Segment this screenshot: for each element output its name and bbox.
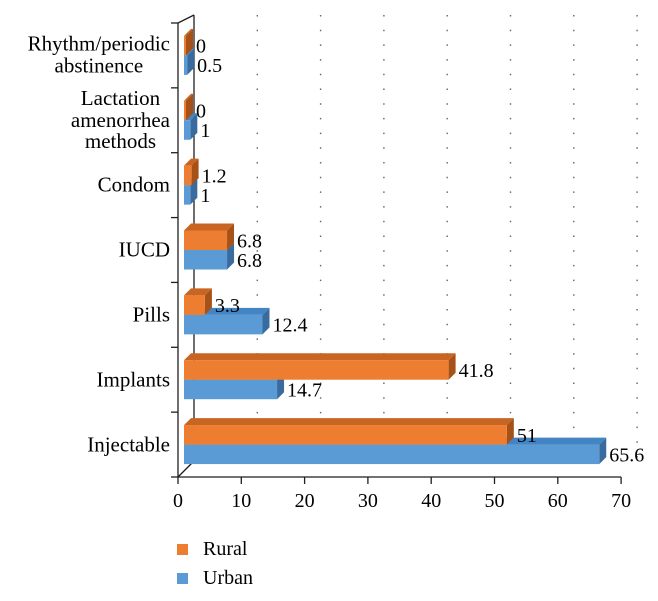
- bar-rural-pills: [184, 295, 205, 315]
- value-label-rural-pills: 3.3: [215, 295, 240, 317]
- category-label-lactation-amenorrhea-methods: Lactation amenorrhea methods: [70, 86, 170, 154]
- bar-rural-condom-side: [191, 158, 199, 186]
- bar-rural-rhythm-periodic-abstinence-top: [184, 28, 193, 36]
- bar-rural-implants: [184, 360, 449, 380]
- bar-rural-pills-side: [204, 288, 212, 315]
- value-label-rural-condom: 1.2: [202, 165, 227, 187]
- x-tick-label-20: 20: [295, 490, 315, 512]
- value-label-urban-rhythm-periodic-abstinence: 0.5: [197, 55, 222, 77]
- x-tick-label-10: 10: [231, 490, 251, 512]
- bar-rural-injectable-top: [184, 418, 514, 426]
- x-tick-label-70: 70: [611, 490, 631, 512]
- value-label-rural-iucd: 6.8: [237, 230, 262, 252]
- bar-rural-rhythm-periodic-abstinence-side: [186, 28, 193, 56]
- bar-urban-implants: [184, 379, 278, 400]
- value-label-urban-condom: 1: [200, 185, 210, 207]
- category-label-pills: Pills: [132, 302, 170, 327]
- bar-urban-injectable-side: [599, 437, 607, 465]
- bar-rural-iucd-top: [184, 223, 235, 231]
- bar-urban-pills-side: [262, 307, 270, 335]
- bar-rural-condom-top: [184, 158, 199, 166]
- rural-swatch-icon: [177, 544, 188, 555]
- legend-item-urban: Urban: [177, 567, 253, 590]
- bar-rural-implants-side: [448, 353, 456, 380]
- bar-urban-pills: [184, 314, 263, 335]
- legend-label-urban: Urban: [203, 567, 253, 589]
- bar-urban-rhythm-periodic-abstinence: [184, 55, 188, 75]
- category-label-condom: Condom: [97, 172, 170, 197]
- x-tick-label-30: 30: [358, 490, 378, 512]
- bar-urban-iucd: [184, 250, 228, 270]
- bar-rural-injectable-side: [506, 418, 514, 445]
- bar-rural-injectable: [184, 425, 507, 445]
- bar-rural-condom: [184, 165, 192, 186]
- bar-urban-lactation-amenorrhea-methods: [184, 120, 191, 140]
- category-label-implants: Implants: [96, 366, 171, 391]
- bar-rural-lactation-amenorrhea-methods-top: [184, 93, 193, 101]
- value-label-rural-rhythm-periodic-abstinence: 0: [196, 36, 206, 58]
- category-label-injectable: Injectable: [87, 431, 170, 456]
- bar-urban-condom: [184, 185, 191, 205]
- bar-rural-lactation-amenorrhea-methods: [184, 100, 186, 121]
- bar-rural-pills-top: [184, 288, 212, 296]
- bar-urban-lactation-amenorrhea-methods-side: [190, 113, 198, 140]
- category-label-iucd: IUCD: [118, 237, 170, 262]
- legend-item-rural: Rural: [177, 538, 253, 561]
- urban-swatch-icon: [177, 573, 188, 584]
- value-label-urban-injectable: 65.6: [609, 444, 644, 466]
- x-tick-label-60: 60: [548, 490, 568, 512]
- x-tick-label-0: 0: [173, 490, 183, 512]
- x-tick-label-50: 50: [485, 490, 505, 512]
- frame-top-diagonal: [177, 14, 195, 24]
- legend-label-rural: Rural: [203, 538, 248, 560]
- value-label-rural-lactation-amenorrhea-methods: 0: [196, 101, 206, 123]
- chart-legend: Rural Urban: [177, 538, 253, 590]
- bar-rural-implants-top: [184, 353, 456, 361]
- value-label-urban-lactation-amenorrhea-methods: 1: [200, 120, 210, 142]
- value-label-rural-implants: 41.8: [459, 360, 494, 382]
- bar-urban-injectable: [184, 444, 600, 465]
- value-label-urban-implants: 14.7: [287, 379, 322, 401]
- bar-urban-iucd-side: [227, 243, 235, 270]
- value-label-urban-iucd: 6.8: [237, 250, 262, 272]
- bar-rural-iucd: [184, 230, 228, 250]
- value-label-urban-pills: 12.4: [272, 315, 307, 337]
- bar-rural-iucd-side: [227, 223, 235, 250]
- bar-rural-rhythm-periodic-abstinence: [184, 35, 186, 56]
- bar-urban-condom-side: [190, 178, 198, 205]
- bar-urban-rhythm-periodic-abstinence-side: [187, 48, 195, 75]
- value-label-rural-injectable: 51: [517, 425, 537, 447]
- bar-rural-lactation-amenorrhea-methods-side: [186, 93, 193, 121]
- x-tick-label-40: 40: [421, 490, 441, 512]
- category-label-rhythm-periodic-abstinence: Rhythm/periodic abstinence: [27, 31, 170, 78]
